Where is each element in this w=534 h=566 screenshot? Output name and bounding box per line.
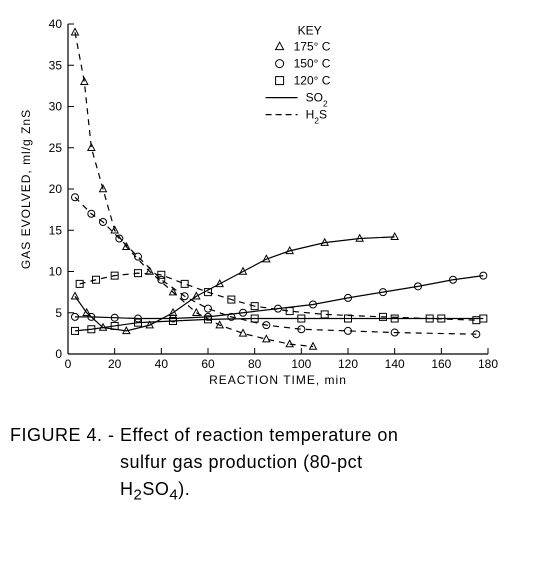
marker-150C_H2S: [205, 305, 212, 312]
chart: 0 20 40 60 80 100 120 140 160 180 0 5 10 15 20 25 30 35 40…: [10, 10, 524, 410]
marker-175C_SO2: [72, 292, 79, 299]
svg-text:REACTION TIME, min: REACTION TIME, min: [209, 373, 347, 387]
svg-text:100: 100: [291, 357, 311, 371]
svg-text:20: 20: [49, 182, 63, 196]
svg-text:180: 180: [478, 357, 498, 371]
svg-text:SO2: SO2: [306, 91, 328, 109]
svg-text:140: 140: [385, 357, 405, 371]
marker-175C_H2S: [193, 309, 200, 316]
caption-line3-pre: H: [120, 479, 134, 499]
svg-text:15: 15: [49, 223, 63, 237]
marker-175C_H2S: [263, 335, 270, 342]
caption-line2: sulfur gas production (80-pct: [120, 452, 363, 472]
svg-text:40: 40: [155, 357, 169, 371]
svg-text:20: 20: [108, 357, 122, 371]
svg-text:5: 5: [55, 306, 62, 320]
marker-175C_H2S: [88, 144, 95, 151]
svg-text:10: 10: [49, 265, 63, 279]
svg-text:25: 25: [49, 141, 63, 155]
caption-line3-mid: SO: [142, 479, 169, 499]
series-150C_H2S: [75, 197, 476, 334]
svg-text:120° C: 120° C: [294, 74, 331, 88]
svg-text:150° C: 150° C: [294, 57, 331, 71]
svg-text:160: 160: [431, 357, 451, 371]
svg-text:30: 30: [49, 100, 63, 114]
caption-line3-post: ).: [178, 479, 190, 499]
svg-text:0: 0: [65, 357, 72, 371]
figure-caption: FIGURE 4. - Effect of reaction temperatu…: [10, 422, 524, 507]
caption-sub2: 4: [169, 487, 178, 504]
svg-text:60: 60: [201, 357, 215, 371]
marker-120C_H2S: [181, 280, 188, 287]
series-120C_H2S: [80, 273, 477, 320]
svg-text:0: 0: [55, 347, 62, 361]
svg-text:KEY: KEY: [298, 24, 322, 38]
svg-text:GAS EVOLVED, ml/g ZnS: GAS EVOLVED, ml/g ZnS: [19, 109, 33, 269]
marker-175C_H2S: [286, 340, 293, 347]
svg-text:40: 40: [49, 17, 63, 31]
svg-text:175° C: 175° C: [294, 40, 331, 54]
caption-prefix: FIGURE 4. -: [10, 425, 115, 445]
marker-175C_SO2: [391, 233, 398, 240]
svg-text:80: 80: [248, 357, 262, 371]
svg-text:120: 120: [338, 357, 358, 371]
caption-line1: Effect of reaction temperature on: [120, 425, 398, 445]
figure-container: 0 20 40 60 80 100 120 140 160 180 0 5 10 15 20 25 30 35 40…: [10, 10, 524, 507]
svg-text:H2S: H2S: [306, 108, 327, 126]
svg-text:35: 35: [49, 58, 63, 72]
